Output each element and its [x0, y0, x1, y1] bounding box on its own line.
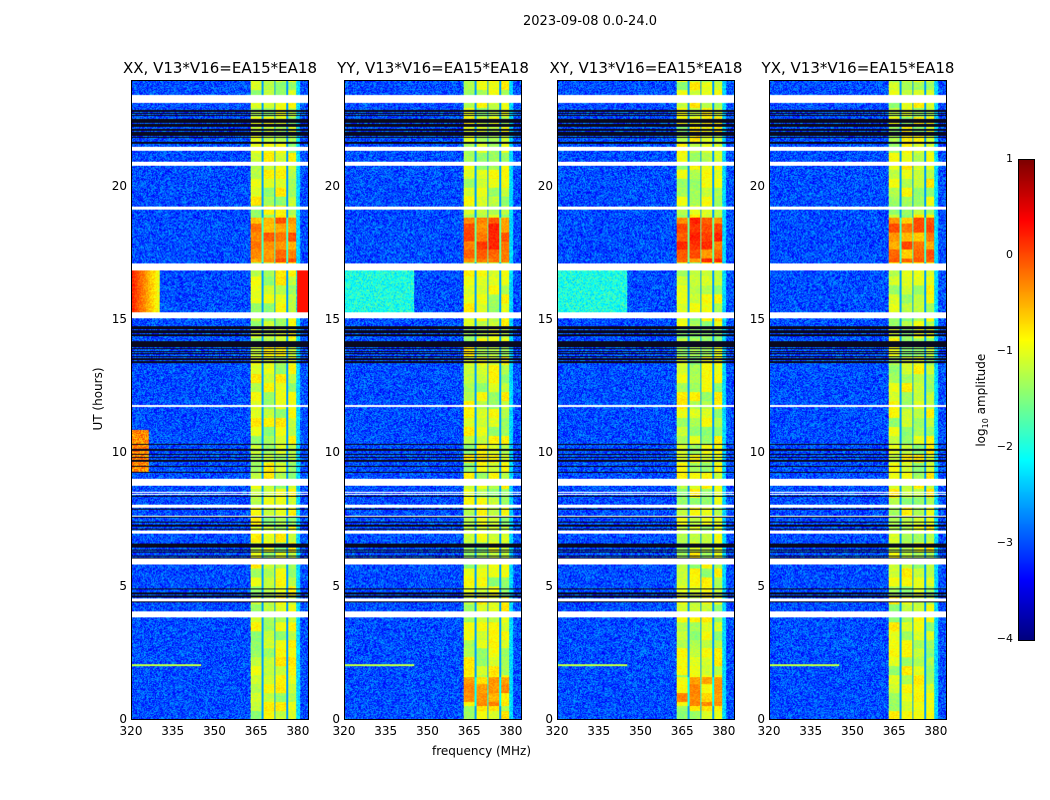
x-tick-label: 350 [840, 724, 864, 738]
y-tick-label: 20 [537, 178, 553, 193]
figure-title: 2023-09-08 0.0-24.0 [523, 14, 657, 29]
x-tick-label: 320 [757, 724, 781, 738]
x-axis-label: frequency (MHz) [432, 744, 532, 758]
x-tick-label: 335 [161, 724, 185, 738]
y-tick-label: 5 [757, 578, 765, 593]
x-tick-label: 335 [374, 724, 398, 738]
y-tick-label: 0 [332, 712, 340, 726]
y-tick-label: 20 [324, 178, 340, 193]
y-tick-label: 20 [111, 178, 127, 193]
spectrogram-panel-1 [344, 80, 522, 720]
x-tick-label: 320 [545, 724, 569, 738]
y-axis-label: UT (hours) [91, 367, 105, 431]
y-tick-label: 0 [545, 712, 553, 726]
x-tick-label: 365 [882, 724, 906, 738]
x-tick-label: 365 [670, 724, 694, 738]
y-tick-label: 20 [749, 178, 765, 193]
x-tick-label: 320 [119, 724, 143, 738]
x-tick-label: 365 [457, 724, 481, 738]
x-tick-label: 380 [712, 724, 736, 738]
y-tick-label: 0 [757, 712, 765, 726]
y-tick-label: 15 [324, 312, 340, 326]
colorbar [1018, 159, 1035, 641]
x-tick-label: 365 [244, 724, 268, 738]
x-tick-label: 350 [202, 724, 226, 738]
panel-title-3: YX, V13*V16=EA15*EA18 [761, 59, 955, 77]
y-tick-label: 10 [537, 445, 553, 460]
y-tick-label: 10 [111, 445, 127, 460]
x-tick-label: 350 [415, 724, 439, 738]
y-tick-label: 15 [111, 312, 127, 326]
y-tick-label: 5 [119, 578, 127, 593]
colorbar-tick-label: −1 [996, 344, 1013, 357]
panel-title-1: YY, V13*V16=EA15*EA18 [337, 59, 529, 77]
y-tick-label: 10 [324, 445, 340, 460]
x-tick-label: 350 [628, 724, 652, 738]
panel-title-2: XY, V13*V16=EA15*EA18 [549, 59, 743, 77]
spectrogram-panel-2 [557, 80, 735, 720]
colorbar-tick-label: −4 [996, 632, 1013, 645]
y-tick-label: 0 [119, 712, 127, 726]
panel-title-0: XX, V13*V16=EA15*EA18 [122, 59, 317, 77]
x-tick-label: 335 [799, 724, 823, 738]
y-tick-label: 5 [545, 578, 553, 593]
colorbar-tick-label: −3 [996, 536, 1013, 549]
x-tick-label: 380 [286, 724, 310, 738]
x-tick-label: 335 [587, 724, 611, 738]
y-tick-label: 15 [537, 312, 553, 326]
colorbar-label: log10 amplitude [973, 353, 991, 447]
x-tick-label: 380 [499, 724, 523, 738]
spectrogram-panel-3 [769, 80, 947, 720]
colorbar-tick-label: 1 [1006, 152, 1013, 165]
x-tick-label: 320 [332, 724, 356, 738]
colorbar-tick-label: 0 [1006, 248, 1013, 261]
y-tick-label: 5 [332, 578, 340, 593]
y-tick-label: 10 [749, 445, 765, 460]
spectrogram-panel-0 [131, 80, 309, 720]
x-tick-label: 380 [924, 724, 948, 738]
colorbar-tick-label: −2 [996, 440, 1013, 453]
y-tick-label: 15 [749, 312, 765, 326]
